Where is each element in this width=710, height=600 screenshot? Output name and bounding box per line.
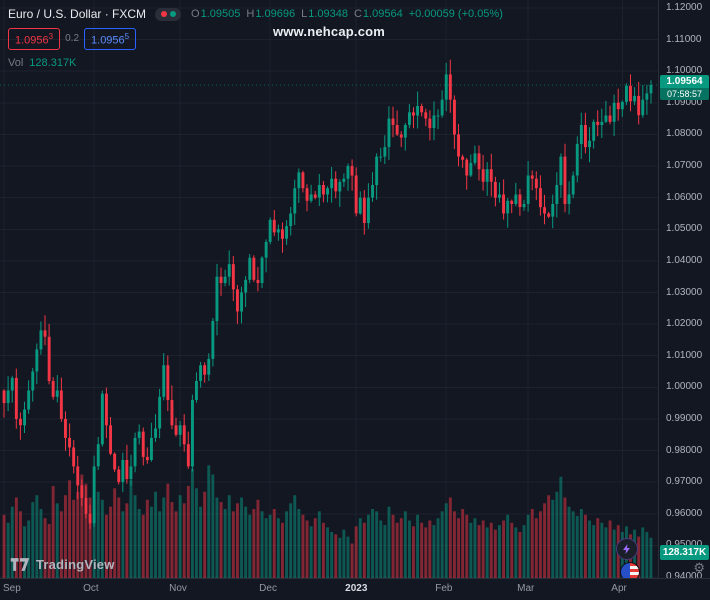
tradingview-logo-icon <box>10 558 30 571</box>
ask-button[interactable]: 1.09565 <box>84 28 137 50</box>
price-tick-label: 0.98000 <box>666 444 703 456</box>
open-label: O <box>191 8 200 20</box>
price-tick-label: 1.00000 <box>666 381 703 393</box>
price-tick-label: 1.11000 <box>666 33 702 45</box>
price-axis[interactable]: 0.94000 0.95000 0.96000 0.97000 0.98000 0.990… <box>658 0 710 582</box>
time-tick-label: Feb <box>435 583 453 594</box>
volume-value: 128.317K <box>29 56 77 69</box>
low-label: L <box>301 8 308 20</box>
price-tick-label: 1.01000 <box>666 349 703 361</box>
open-value: 1.09505 <box>200 8 241 20</box>
price-tick-label: 0.95000 <box>666 540 702 550</box>
ask-sup-digit: 5 <box>124 32 130 41</box>
legend: Euro / U.S. Dollar · FXCM O 1.09505 H 1.… <box>8 7 509 76</box>
time-tick-label: Oct <box>83 583 99 594</box>
price-tick-label: 0.94000 <box>666 571 703 582</box>
price-tick-label: 0.97000 <box>666 476 703 488</box>
close-value: 1.09564 <box>362 8 403 20</box>
chart-pane: Euro / U.S. Dollar · FXCM O 1.09505 H 1.… <box>0 0 658 578</box>
price-tick-label: 1.08000 <box>666 128 703 140</box>
time-tick-label: Dec <box>259 583 277 594</box>
time-tick-label: Mar <box>517 583 535 594</box>
price-tick-label: 1.05000 <box>666 223 703 235</box>
price-tick-label: 1.03000 <box>666 286 703 298</box>
volume-label: Vol <box>8 56 24 69</box>
time-tick-label: Apr <box>611 583 627 594</box>
price-tick-label: 1.04000 <box>666 254 703 266</box>
price-tick-label: 1.09000 <box>666 96 703 108</box>
price-tick-label: 0.99000 <box>666 412 703 424</box>
candlesticks <box>2 59 653 529</box>
status-dot-green-icon <box>169 11 176 17</box>
bid-value: 1.0956 <box>15 34 49 47</box>
time-tick-label: Nov <box>169 583 187 594</box>
symbol-title[interactable]: Euro / U.S. Dollar · FXCM <box>8 7 147 21</box>
currency-pair-flags-icon[interactable] <box>620 562 640 578</box>
lightning-icon <box>623 544 630 554</box>
low-value: 1.09348 <box>308 8 348 20</box>
price-tick-label: 1.12000 <box>666 2 703 13</box>
bar-countdown: 07:58:57 <box>660 88 709 100</box>
gridlines <box>0 0 658 578</box>
volume-bars <box>2 465 653 578</box>
last-price-value: 1.09564 <box>666 76 703 87</box>
time-tick-label: 2023 <box>345 583 368 594</box>
bid-button[interactable]: 1.09563 <box>8 28 61 50</box>
market-status-pill[interactable] <box>155 7 182 21</box>
price-tick-label: 0.96000 <box>666 507 703 519</box>
settings-gear-icon[interactable]: ⚙ <box>693 560 705 575</box>
change-value: +0.00059 (+0.05%) <box>408 8 503 20</box>
ask-value: 1.0956 <box>91 34 125 47</box>
time-tick-label: Sep <box>3 583 21 594</box>
chart-plot-area[interactable] <box>0 0 658 578</box>
ohlc-values: O 1.09505 H 1.09696 L 1.09348 C 1.09564 … <box>191 8 509 20</box>
bid-sup-digit: 3 <box>48 32 54 41</box>
price-tick-label: 1.10000 <box>666 65 703 77</box>
volume-badge: 128.317K <box>660 545 709 560</box>
price-tick-label: 1.06000 <box>666 191 703 203</box>
close-label: C <box>353 8 362 20</box>
high-value: 1.09696 <box>255 8 296 20</box>
tradingview-logo-text: TradingView <box>36 557 115 572</box>
status-dot-red-icon <box>160 11 167 17</box>
high-label: H <box>246 8 255 20</box>
price-tick-label: 1.07000 <box>666 160 703 172</box>
tradingview-logo[interactable]: TradingView <box>10 557 115 572</box>
watermark: www.nehcap.com <box>272 24 386 39</box>
time-axis[interactable]: Sep Oct Nov Dec 2023 Feb Mar Apr <box>0 578 710 600</box>
price-tick-label: 1.02000 <box>666 318 703 330</box>
spread-value: 0.2 <box>65 33 80 45</box>
last-price-badge: 1.09564 07:58:57 <box>660 75 709 100</box>
flash-button[interactable] <box>616 538 638 560</box>
